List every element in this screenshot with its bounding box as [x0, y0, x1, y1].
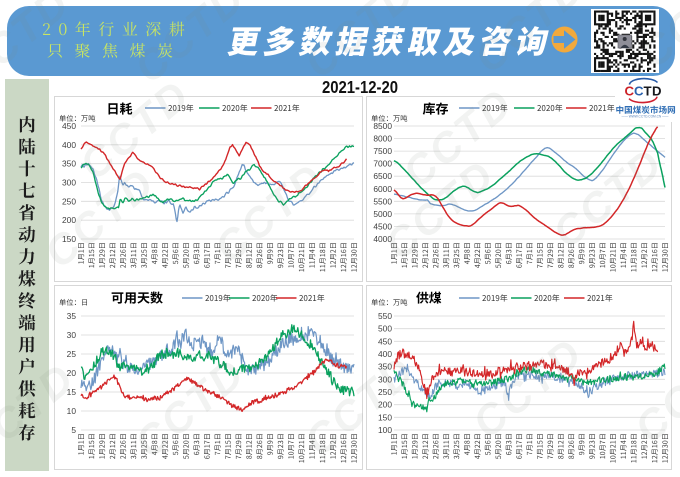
svg-text:250: 250	[378, 387, 392, 397]
svg-text:8000: 8000	[373, 134, 392, 144]
svg-text:7000: 7000	[373, 159, 392, 169]
svg-text:C: C	[634, 83, 644, 98]
svg-text:5: 5	[71, 425, 76, 435]
svg-text:450: 450	[378, 336, 392, 346]
svg-text:6000: 6000	[373, 184, 392, 194]
svg-text:550: 550	[378, 311, 392, 321]
svg-text:—— WWW.CCTD.COM.CN ——: —— WWW.CCTD.COM.CN ——	[622, 115, 670, 119]
svg-text:8500: 8500	[373, 121, 392, 131]
svg-text:20: 20	[67, 368, 77, 378]
svg-text:100: 100	[378, 425, 392, 435]
svg-text:5500: 5500	[373, 196, 392, 206]
svg-text:150: 150	[62, 234, 76, 244]
svg-text:400: 400	[378, 349, 392, 359]
svg-text:500: 500	[378, 324, 392, 334]
svg-text:150: 150	[378, 412, 392, 422]
svg-text:4000: 4000	[373, 234, 392, 244]
svg-text:D: D	[652, 83, 662, 98]
svg-text:4500: 4500	[373, 221, 392, 231]
svg-text:35: 35	[67, 311, 77, 321]
svg-text:10: 10	[67, 406, 77, 416]
svg-text:15: 15	[67, 387, 77, 397]
svg-text:250: 250	[62, 196, 76, 206]
svg-text:300: 300	[62, 178, 76, 188]
svg-text:25: 25	[67, 349, 77, 359]
svg-text:6500: 6500	[373, 171, 392, 181]
svg-text:T: T	[644, 83, 652, 98]
svg-text:5000: 5000	[373, 209, 392, 219]
svg-text:350: 350	[62, 159, 76, 169]
svg-text:400: 400	[62, 140, 76, 150]
svg-text:200: 200	[378, 400, 392, 410]
svg-text:7500: 7500	[373, 146, 392, 156]
svg-text:C: C	[625, 83, 635, 98]
svg-text:450: 450	[62, 121, 76, 131]
svg-text:30: 30	[67, 330, 77, 340]
svg-text:300: 300	[378, 374, 392, 384]
svg-text:200: 200	[62, 215, 76, 225]
svg-text:350: 350	[378, 362, 392, 372]
